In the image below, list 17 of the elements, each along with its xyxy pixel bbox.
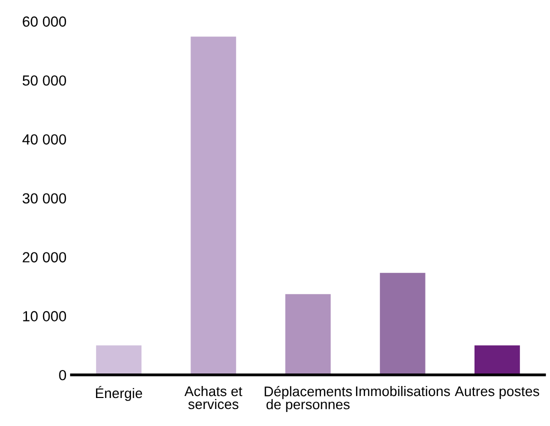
y-tick-label: 50 000 [22, 75, 66, 86]
bar [380, 272, 426, 375]
x-tick-label: Déplacements de personnes [264, 386, 352, 412]
x-tick-label: Autres postes [454, 386, 540, 399]
x-tick-label: Achats et services [184, 386, 242, 410]
bar [190, 36, 236, 375]
x-tick-label: Énergie [96, 386, 142, 401]
y-tick-label: 30 000 [22, 193, 66, 204]
bar [285, 294, 331, 375]
y-tick-label: 10 000 [23, 311, 66, 322]
y-tick-label: 20 000 [22, 252, 66, 262]
x-tick-label: Immobilisations [356, 386, 450, 396]
y-tick-label: 40 000 [22, 134, 66, 145]
y-tick-label: 0 [59, 370, 66, 380]
bar [96, 345, 142, 375]
y-tick-label: 60 000 [22, 16, 66, 27]
bar [474, 345, 520, 375]
